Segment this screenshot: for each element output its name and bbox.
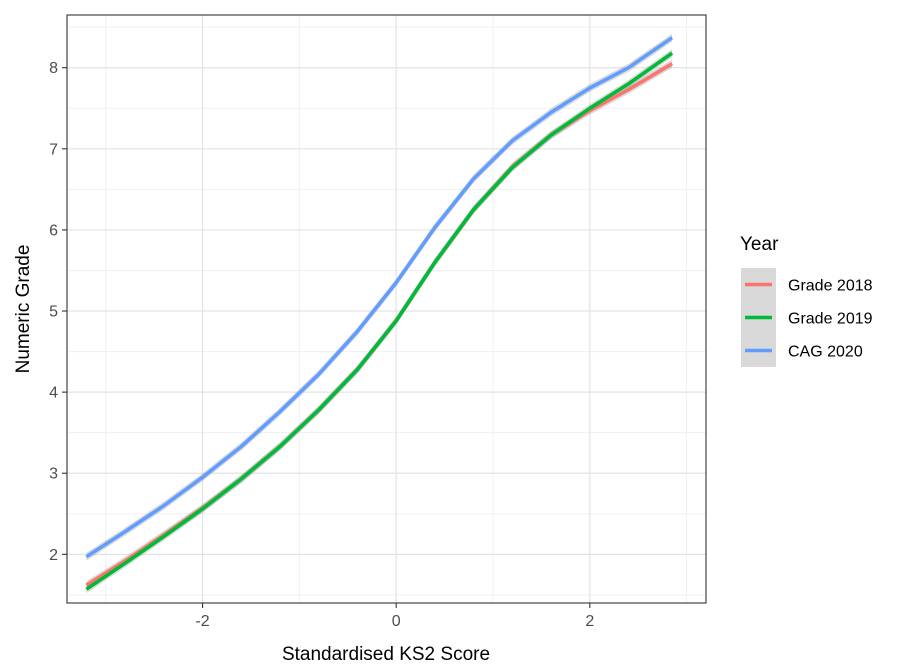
line-cag-2020 [85, 36, 674, 559]
x-axis-title: Standardised KS2 Score [282, 644, 490, 665]
y-tick-label: 7 [49, 141, 58, 158]
legend-label: Grade 2019 [788, 311, 873, 328]
y-tick-label: 4 [49, 385, 58, 402]
legend-label: Grade 2018 [788, 278, 873, 295]
y-tick-label: 5 [49, 304, 58, 321]
confidence-ribbons [86, 33, 673, 594]
y-axis-title: Numeric Grade [13, 245, 34, 374]
y-tick-label: 2 [49, 547, 58, 564]
ribbon-grade-2019 [86, 49, 673, 594]
x-tick-label: -2 [195, 613, 209, 630]
panel-border [66, 14, 707, 604]
ribbon-grade-2018 [86, 59, 673, 590]
legend-title: Year [740, 234, 779, 255]
y-tick-label: 8 [49, 60, 58, 77]
y-tick-label: 3 [49, 466, 58, 483]
line-grade-2019 [85, 51, 674, 591]
x-axis: -2 0 2 [195, 603, 594, 630]
y-tick-label: 6 [49, 222, 58, 239]
minor-gridlines [67, 15, 706, 603]
x-tick-label: 0 [392, 613, 401, 630]
major-gridlines [67, 15, 706, 603]
legend-label: CAG 2020 [788, 344, 863, 361]
series-lines [85, 36, 674, 591]
x-tick-label: 2 [585, 613, 594, 630]
legend: Year Grade 2018 Grade 2019 CAG 2020 [740, 234, 873, 367]
line-grade-2018 [85, 62, 674, 587]
y-axis: 2 3 4 5 6 7 8 [49, 60, 67, 564]
